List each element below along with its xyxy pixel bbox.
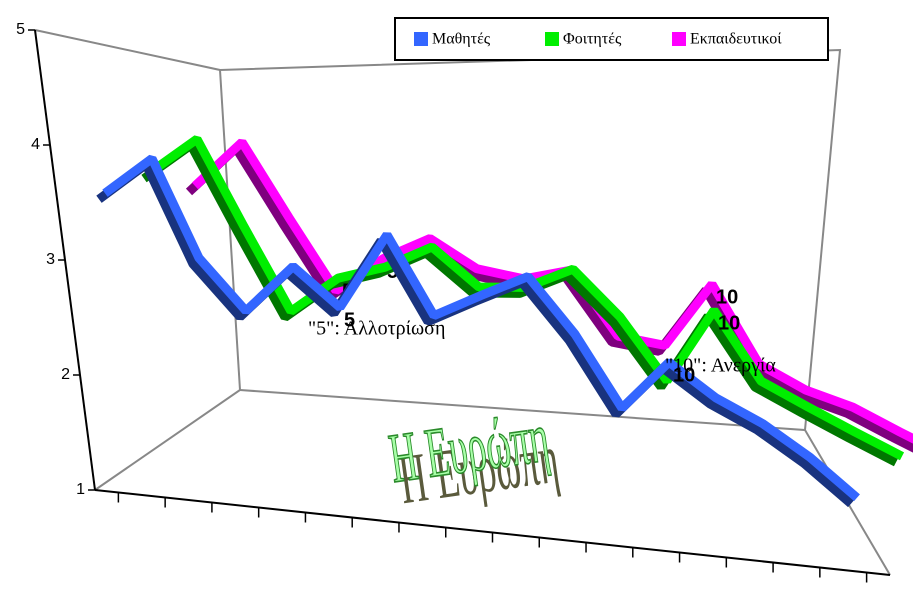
y-tick-label: 2: [61, 366, 70, 383]
legend-swatch: [672, 32, 686, 46]
point-label: 5: [344, 310, 355, 332]
y-tick-label: 1: [76, 481, 85, 498]
legend: Μαθητές Φοιτητές Εκπαιδευτικοί: [394, 17, 829, 61]
point-label: 10: [673, 364, 695, 386]
point-label: 10: [716, 286, 738, 308]
legend-items: Μαθητές Φοιτητές Εκπαιδευτικοί: [414, 31, 782, 48]
annotation: "5": Αλλοτρίωση: [308, 318, 445, 340]
legend-label: Μαθητές: [432, 31, 491, 48]
legend-box: [394, 17, 829, 61]
y-tick-label: 3: [46, 251, 55, 268]
wordart: Η Ευρώπη Η Ευρώπη: [384, 399, 563, 520]
y-tick-label: 5: [16, 21, 25, 38]
legend-label: Εκπαιδευτικοί: [690, 31, 782, 48]
legend-label: Φοιτητές: [563, 31, 622, 48]
left-wall: [34, 29, 242, 491]
y-tick-label: 4: [31, 136, 40, 153]
point-label: 10: [718, 312, 740, 334]
annotation: "10": Ανεργία: [665, 355, 776, 377]
legend-swatch: [545, 32, 559, 46]
series-line: [102, 154, 860, 502]
legend-swatch: [414, 32, 428, 46]
